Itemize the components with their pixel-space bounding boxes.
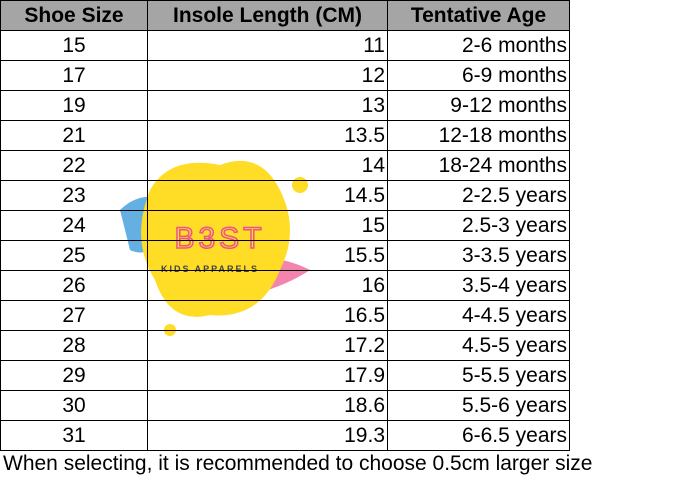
table-cell: 29 (0, 360, 148, 391)
table-cell: 19.3 (147, 420, 388, 451)
table-cell: 3-3.5 years (387, 240, 570, 271)
table-cell: 2.5-3 years (387, 210, 570, 241)
table-cell: 15.5 (147, 240, 388, 271)
table-cell: 17 (0, 60, 148, 91)
table-row: 28 17.2 4.5-5 years (0, 330, 570, 361)
table-cell: 16 (147, 270, 388, 301)
table-row: 27 16.5 4-4.5 years (0, 300, 570, 331)
table-cell: 28 (0, 330, 148, 361)
table-row: 29 17.9 5-5.5 years (0, 360, 570, 391)
table-cell: 4.5-5 years (387, 330, 570, 361)
size-table: Shoe Size Insole Length (CM) Tentative A… (0, 0, 570, 451)
table-cell: 9-12 months (387, 90, 570, 121)
table-body: 15 11 2-6 months 17 12 6-9 months 19 13 9-12 mon… (0, 30, 570, 451)
table-cell: 14 (147, 150, 388, 181)
header-cell: Tentative Age (387, 0, 570, 31)
table-row: 25 15.5 3-3.5 years (0, 240, 570, 271)
table-cell: 18-24 months (387, 150, 570, 181)
table-cell: 5.5-6 years (387, 390, 570, 421)
table-cell: 3.5-4 years (387, 270, 570, 301)
table-cell: 15 (147, 210, 388, 241)
table-row: 30 18.6 5.5-6 years (0, 390, 570, 421)
table-row: 26 16 3.5-4 years (0, 270, 570, 301)
table-cell: 25 (0, 240, 148, 271)
table-row: 31 19.3 6-6.5 years (0, 420, 570, 451)
table-cell: 26 (0, 270, 148, 301)
table-row: 23 14.5 2-2.5 years (0, 180, 570, 211)
table-row: 17 12 6-9 months (0, 60, 570, 91)
table-cell: 31 (0, 420, 148, 451)
table-cell: 23 (0, 180, 148, 211)
table-cell: 13.5 (147, 120, 388, 151)
table-cell: 24 (0, 210, 148, 241)
table-cell: 6-6.5 years (387, 420, 570, 451)
table-cell: 2-6 months (387, 30, 570, 61)
table-cell: 6-9 months (387, 60, 570, 91)
table-cell: 17.2 (147, 330, 388, 361)
table-cell: 16.5 (147, 300, 388, 331)
table-cell: 21 (0, 120, 148, 151)
table-cell: 17.9 (147, 360, 388, 391)
table-cell: 27 (0, 300, 148, 331)
footer-note: When selecting, it is recommended to cho… (3, 452, 593, 475)
table-row: 24 15 2.5-3 years (0, 210, 570, 241)
header-cell: Shoe Size (0, 0, 148, 31)
table-cell: 5-5.5 years (387, 360, 570, 391)
table-cell: 15 (0, 30, 148, 61)
header-row: Shoe Size Insole Length (CM) Tentative A… (0, 0, 570, 31)
table-cell: 22 (0, 150, 148, 181)
table-row: 21 13.5 12-18 months (0, 120, 570, 151)
table-cell: 14.5 (147, 180, 388, 211)
table-cell: 4-4.5 years (387, 300, 570, 331)
header-cell: Insole Length (CM) (147, 0, 388, 31)
table-row: 22 14 18-24 months (0, 150, 570, 181)
table-cell: 19 (0, 90, 148, 121)
table-cell: 18.6 (147, 390, 388, 421)
table-cell: 12 (147, 60, 388, 91)
table-cell: 30 (0, 390, 148, 421)
table-row: 19 13 9-12 months (0, 90, 570, 121)
table-cell: 11 (147, 30, 388, 61)
table-cell: 13 (147, 90, 388, 121)
table-cell: 2-2.5 years (387, 180, 570, 211)
table-cell: 12-18 months (387, 120, 570, 151)
table-row: 15 11 2-6 months (0, 30, 570, 61)
